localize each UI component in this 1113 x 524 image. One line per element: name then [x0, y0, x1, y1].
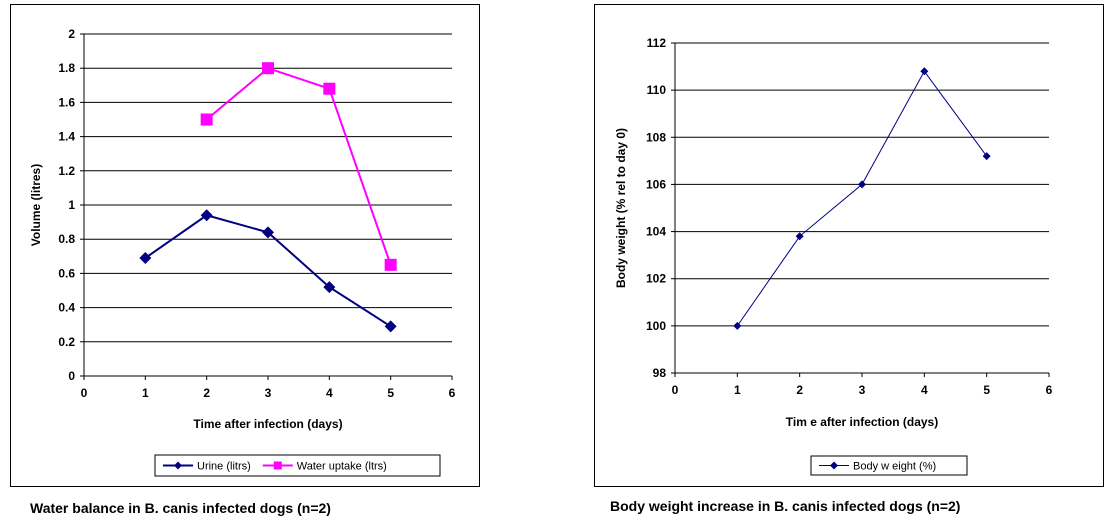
water-balance-caption: Water balance in B. canis infected dogs …	[30, 500, 331, 516]
y-tick-label: 100	[646, 319, 666, 333]
y-tick-label: 1.8	[58, 61, 75, 75]
legend-marker-diamond	[174, 461, 182, 470]
data-point-diamond	[982, 152, 991, 161]
legend-marker-diamond	[830, 461, 838, 470]
legend-marker-square	[273, 461, 282, 470]
y-tick-label: 0.4	[58, 301, 75, 315]
x-tick-label: 5	[387, 386, 394, 400]
data-point-square	[262, 62, 274, 75]
data-point-square	[200, 113, 213, 126]
data-point-diamond	[858, 180, 866, 189]
data-point-square	[384, 258, 397, 271]
x-axis-title: Time after infection (days)	[193, 417, 342, 431]
y-tick-label: 0.8	[58, 232, 75, 246]
y-tick-label: 0.2	[58, 335, 75, 349]
data-point-diamond	[795, 232, 804, 241]
x-tick-label: 3	[859, 383, 866, 397]
data-point-diamond	[200, 209, 213, 222]
series-line	[206, 67, 392, 266]
x-tick-label: 0	[672, 383, 679, 397]
y-tick-label: 106	[646, 177, 666, 191]
y-axis-title: Body weight (% rel to day 0)	[614, 128, 628, 288]
y-tick-label: 98	[653, 366, 667, 380]
x-tick-label: 3	[265, 386, 272, 400]
data-point-diamond	[920, 67, 929, 76]
y-tick-label: 110	[647, 83, 667, 97]
y-tick-label: 112	[647, 36, 667, 50]
x-tick-label: 6	[1046, 383, 1053, 397]
y-tick-label: 2	[68, 27, 75, 41]
data-point-diamond	[262, 226, 274, 239]
body-weight-caption: Body weight increase in B. canis infecte…	[610, 498, 961, 514]
x-axis-title: Tim e after infection (days)	[786, 415, 938, 429]
x-tick-label: 5	[983, 383, 990, 397]
y-tick-label: 0	[68, 369, 75, 383]
series-line	[736, 70, 988, 327]
y-tick-label: 102	[646, 272, 666, 286]
legend-label: Water uptake (ltrs)	[297, 461, 387, 473]
data-point-diamond	[733, 321, 742, 330]
y-tick-label: 108	[646, 130, 666, 144]
body-weight-chart-frame	[594, 4, 1104, 487]
x-tick-label: 0	[81, 386, 88, 400]
y-tick-label: 1	[68, 198, 75, 212]
y-tick-label: 1.4	[58, 130, 75, 144]
legend-label: Urine (litrs)	[197, 461, 251, 473]
y-tick-label: 0.6	[58, 266, 75, 280]
y-axis-title: Volume (litres)	[29, 164, 43, 246]
x-tick-label: 1	[734, 383, 741, 397]
y-tick-label: 1.6	[58, 95, 75, 109]
legend-label: Body w eight (%)	[853, 461, 936, 473]
legend-box	[810, 455, 968, 476]
data-point-diamond	[384, 320, 397, 333]
legend-box	[154, 454, 441, 477]
x-tick-label: 2	[796, 383, 803, 397]
x-tick-label: 1	[142, 386, 149, 400]
data-point-square	[323, 82, 336, 95]
data-point-diamond	[139, 252, 152, 265]
water-balance-chart-frame	[10, 4, 480, 487]
x-tick-label: 4	[326, 386, 333, 400]
x-tick-label: 4	[921, 383, 928, 397]
y-tick-label: 1.2	[58, 164, 75, 178]
data-point-diamond	[323, 281, 336, 294]
x-tick-label: 6	[449, 386, 456, 400]
x-tick-label: 2	[203, 386, 210, 400]
y-tick-label: 104	[646, 225, 666, 239]
